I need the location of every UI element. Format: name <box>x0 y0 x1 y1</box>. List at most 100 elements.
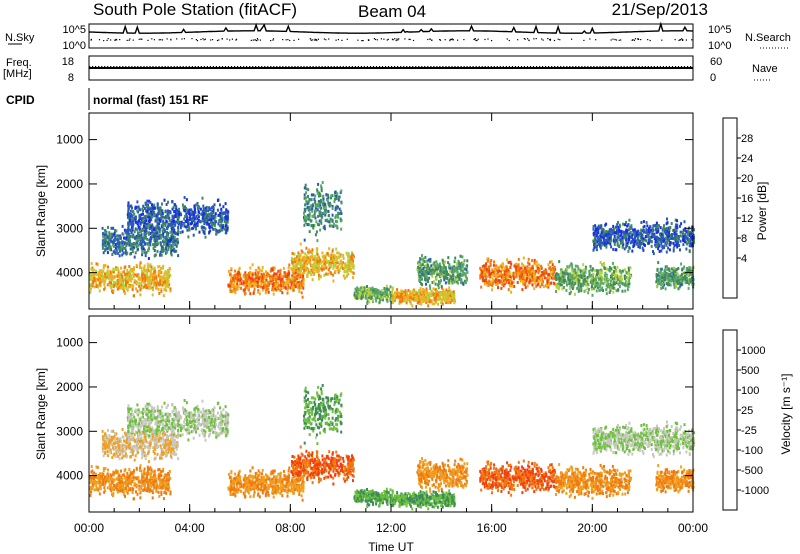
nsearch-dot <box>287 39 289 41</box>
power-echo-cell <box>287 283 290 287</box>
power-echo-cell <box>292 258 295 261</box>
power-echo-cell <box>340 189 343 193</box>
power-echo-cell <box>592 275 595 279</box>
power-echo-cell <box>129 270 132 274</box>
power-echo-cell <box>163 243 166 246</box>
nave-dot <box>448 66 450 68</box>
power-echo-cell <box>114 235 117 239</box>
power-echo-cell <box>284 274 287 278</box>
power-echo-cell <box>449 269 452 273</box>
power-echo-cell <box>507 261 510 264</box>
power-echo-cell <box>411 292 414 295</box>
power-echo-cell <box>217 222 220 226</box>
power-echo-cell <box>157 271 160 275</box>
power-echo-cell <box>172 248 175 252</box>
power-echo-cell <box>166 275 169 278</box>
power-echo-cell <box>122 282 125 286</box>
power-echo-cell <box>540 264 543 268</box>
power-echo-cell <box>363 290 366 293</box>
power-echo-cell <box>313 197 316 201</box>
power-echo-cell <box>342 256 345 260</box>
power-echo-cell <box>496 269 499 273</box>
nsearch-dot <box>631 39 633 41</box>
nave-dot <box>662 66 664 68</box>
power-echo-cell <box>149 263 152 267</box>
power-echo-cell <box>290 284 293 287</box>
power-echo-cell <box>431 274 434 278</box>
power-echo-cell <box>342 267 344 271</box>
power-echo-cell <box>318 214 321 217</box>
power-echo-cell <box>118 271 121 275</box>
nsky-label: N.Sky <box>5 32 35 44</box>
power-echo-cell <box>294 277 297 281</box>
power-echo-cell <box>584 289 587 293</box>
power-echo-cell <box>486 257 489 261</box>
power-echo-cell <box>628 269 630 273</box>
power-echo-cell <box>404 299 406 303</box>
power-echo-cell <box>426 270 429 274</box>
nave-dot <box>342 66 344 68</box>
power-echo-cell <box>525 279 528 283</box>
power-echo-cell <box>440 301 443 305</box>
power-echo-cell <box>164 280 167 284</box>
power-echo-cell <box>555 290 557 293</box>
power-echo-cell <box>385 291 388 295</box>
power-echo-cell <box>493 269 496 273</box>
power-echo-cell <box>277 284 280 288</box>
power-echo-cell <box>336 220 339 224</box>
power-echo-cell <box>240 282 243 286</box>
power-echo-cell <box>131 214 133 218</box>
power-echo-cell <box>507 288 510 292</box>
power-echo-cell <box>429 300 432 304</box>
power-echo-cell <box>618 285 621 288</box>
power-echo-cell <box>438 281 441 285</box>
power-echo-cell <box>343 262 346 266</box>
power-echo-cell <box>311 251 313 254</box>
power-echo-cell <box>103 230 106 234</box>
power-echo-cell <box>148 220 151 224</box>
power-echo-cell <box>456 281 459 285</box>
power-echo-cell <box>103 233 106 237</box>
power-echo-cell <box>593 283 596 287</box>
power-echo-cell <box>153 233 156 237</box>
power-echo-cell <box>454 256 457 260</box>
power-echo-cell <box>136 222 139 226</box>
power-echo-cell <box>535 260 538 264</box>
date-label: 21/Sep/2013 <box>612 0 708 19</box>
nave-dot <box>95 66 97 68</box>
nave-dot <box>282 66 284 68</box>
power-echo-cell <box>292 264 295 267</box>
nsky-bottom-tick-left: 10^0 <box>62 40 86 52</box>
power-echo-cell <box>91 273 94 277</box>
power-echo-cell <box>525 270 528 274</box>
power-echo-cell <box>332 254 335 257</box>
power-echo-cell <box>324 205 327 209</box>
power-echo-cell <box>572 280 574 284</box>
nsearch-dot <box>312 39 314 41</box>
power-echo-cell <box>334 224 337 228</box>
power-echo-cell <box>577 283 580 287</box>
power-echo-cell <box>375 288 378 292</box>
power-echo-cell <box>367 287 370 291</box>
power-echo-cell <box>627 271 630 275</box>
power-echo-cell <box>194 211 197 215</box>
power-echo-cell <box>153 227 156 231</box>
power-echo-cell <box>148 216 151 220</box>
power-echo-cell <box>311 209 314 213</box>
power-echo-cell <box>166 216 169 220</box>
power-echo-cell <box>620 274 623 278</box>
power-echo-cell <box>146 267 149 271</box>
nave-dot <box>375 66 378 68</box>
power-echo-cell <box>188 225 191 229</box>
power-echo-cell <box>107 225 109 229</box>
power-echo-cell <box>123 246 126 250</box>
nave-dot <box>249 66 251 68</box>
power-echo-cell <box>339 266 342 269</box>
power-echo-cell <box>352 276 354 280</box>
power-echo-cell <box>309 270 312 274</box>
power-echo-cell <box>139 208 141 212</box>
power-echo-cell <box>306 206 309 210</box>
power-echo-cell <box>486 259 489 263</box>
power-echo-cell <box>128 272 131 276</box>
power-echo-cell <box>451 270 454 274</box>
